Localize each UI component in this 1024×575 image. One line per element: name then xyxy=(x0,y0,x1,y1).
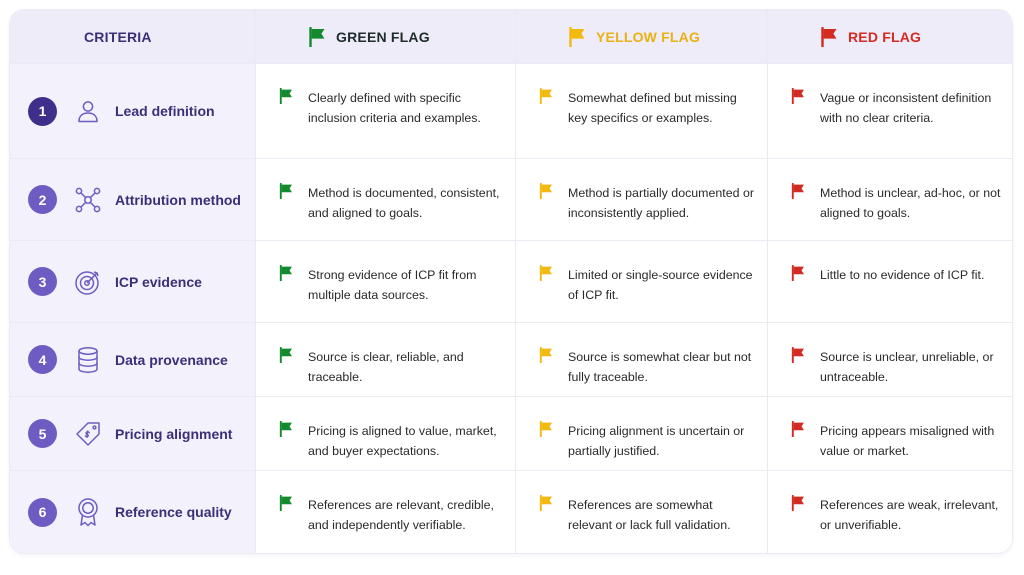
red-text: Pricing appears misaligned with value or… xyxy=(820,424,995,458)
criteria-table: CRITERIA GREEN FLAG YELLOW FLAG RED FLAG… xyxy=(10,10,1012,553)
yellow-flag-icon xyxy=(539,88,552,104)
red-text: Source is unclear, unreliable, or untrac… xyxy=(820,350,994,384)
user-icon xyxy=(73,96,103,126)
criterion-attribution-method: 2 Attribution method xyxy=(10,159,256,241)
criterion-label: Data provenance xyxy=(115,351,228,368)
red-flag-icon xyxy=(791,88,804,104)
red-cell: References are weak, irrelevant, or unve… xyxy=(768,471,1012,553)
red-cell: Source is unclear, unreliable, or untrac… xyxy=(768,323,1012,397)
green-text: Method is documented, consistent, and al… xyxy=(308,186,500,220)
green-cell: Source is clear, reliable, and traceable… xyxy=(256,323,516,397)
row-number-badge: 3 xyxy=(28,267,57,296)
criterion-lead-definition: 1 Lead definition xyxy=(10,64,256,159)
yellow-cell: References are somewhat relevant or lack… xyxy=(516,471,768,553)
row-number-badge: 2 xyxy=(28,185,57,214)
header-red-flag: RED FLAG xyxy=(768,10,1012,64)
green-text: Source is clear, reliable, and traceable… xyxy=(308,350,464,384)
red-flag-icon xyxy=(791,183,804,199)
red-text: Method is unclear, ad-hoc, or not aligne… xyxy=(820,186,1001,220)
red-cell: Pricing appears misaligned with value or… xyxy=(768,397,1012,471)
row-number-badge: 6 xyxy=(28,497,57,527)
green-text: Pricing is aligned to value, market, and… xyxy=(308,424,497,458)
red-flag-icon xyxy=(791,421,804,437)
criteria-table-card: CRITERIA GREEN FLAG YELLOW FLAG RED FLAG… xyxy=(10,10,1012,553)
red-cell: Method is unclear, ad-hoc, or not aligne… xyxy=(768,159,1012,241)
header-red-label: RED FLAG xyxy=(848,28,922,45)
row-number-badge: 1 xyxy=(28,96,57,126)
yellow-text: Limited or single-source evidence of ICP… xyxy=(568,268,753,302)
red-text: Vague or inconsistent definition with no… xyxy=(820,91,992,125)
green-flag-icon xyxy=(279,265,292,281)
green-flag-icon xyxy=(279,347,292,363)
red-cell: Little to no evidence of ICP fit. xyxy=(768,241,1012,323)
yellow-text: Pricing alignment is uncertain or partia… xyxy=(568,424,745,458)
header-yellow-label: YELLOW FLAG xyxy=(596,28,701,45)
criterion-label: ICP evidence xyxy=(115,273,202,290)
criterion-pricing-alignment: 5 Pricing alignment xyxy=(10,397,256,471)
green-text: Strong evidence of ICP fit from multiple… xyxy=(308,268,477,302)
header-yellow-flag: YELLOW FLAG xyxy=(516,10,768,64)
green-cell: Strong evidence of ICP fit from multiple… xyxy=(256,241,516,323)
yellow-cell: Pricing alignment is uncertain or partia… xyxy=(516,397,768,471)
yellow-cell: Method is partially documented or incons… xyxy=(516,159,768,241)
green-cell: References are relevant, credible, and i… xyxy=(256,471,516,553)
red-text: Little to no evidence of ICP fit. xyxy=(820,268,985,282)
row-number-badge: 4 xyxy=(28,345,57,374)
yellow-cell: Source is somewhat clear but not fully t… xyxy=(516,323,768,397)
network-icon xyxy=(73,185,103,215)
criterion-data-provenance: 4 Data provenance xyxy=(10,323,256,397)
yellow-text: Source is somewhat clear but not fully t… xyxy=(568,350,752,384)
header-criteria-label: CRITERIA xyxy=(84,28,152,45)
red-flag-icon xyxy=(821,26,837,47)
green-text: Clearly defined with specific inclusion … xyxy=(308,91,481,125)
yellow-flag-icon xyxy=(539,265,552,281)
yellow-text: References are somewhat relevant or lack… xyxy=(568,498,731,532)
database-icon xyxy=(73,345,103,375)
header-green-flag: GREEN FLAG xyxy=(256,10,516,64)
yellow-flag-icon xyxy=(539,183,552,199)
row-number-badge: 5 xyxy=(28,419,57,448)
yellow-flag-icon xyxy=(569,26,585,47)
yellow-flag-icon xyxy=(539,421,552,437)
yellow-text: Method is partially documented or incons… xyxy=(568,186,754,220)
criterion-reference-quality: 6 Reference quality xyxy=(10,471,256,553)
criterion-label: Reference quality xyxy=(115,504,232,520)
price-tag-icon xyxy=(73,419,103,449)
yellow-flag-icon xyxy=(539,495,552,511)
green-flag-icon xyxy=(279,421,292,437)
criterion-label: Attribution method xyxy=(115,191,241,208)
green-flag-icon xyxy=(279,495,292,511)
header-green-label: GREEN FLAG xyxy=(336,28,430,45)
yellow-cell: Limited or single-source evidence of ICP… xyxy=(516,241,768,323)
red-flag-icon xyxy=(791,495,804,511)
yellow-text: Somewhat defined but missing key specifi… xyxy=(568,91,737,125)
criterion-icp-evidence: 3 ICP evidence xyxy=(10,241,256,323)
green-cell: Method is documented, consistent, and al… xyxy=(256,159,516,241)
target-icon xyxy=(73,267,103,297)
green-cell: Pricing is aligned to value, market, and… xyxy=(256,397,516,471)
red-cell: Vague or inconsistent definition with no… xyxy=(768,64,1012,159)
red-text: References are weak, irrelevant, or unve… xyxy=(820,498,999,532)
yellow-flag-icon xyxy=(539,347,552,363)
red-flag-icon xyxy=(791,265,804,281)
criterion-label: Lead definition xyxy=(115,103,215,119)
criterion-label: Pricing alignment xyxy=(115,425,233,442)
green-cell: Clearly defined with specific inclusion … xyxy=(256,64,516,159)
green-flag-icon xyxy=(279,88,292,104)
green-flag-icon xyxy=(309,26,325,47)
yellow-cell: Somewhat defined but missing key specifi… xyxy=(516,64,768,159)
header-criteria: CRITERIA xyxy=(10,10,256,64)
red-flag-icon xyxy=(791,347,804,363)
green-flag-icon xyxy=(279,183,292,199)
green-text: References are relevant, credible, and i… xyxy=(308,498,494,532)
award-ribbon-icon xyxy=(73,497,103,527)
